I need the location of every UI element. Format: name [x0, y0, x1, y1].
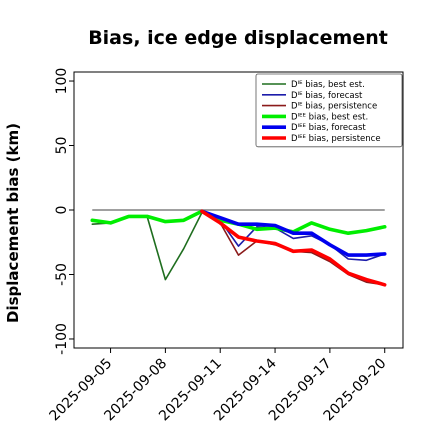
y-tick-label: 50 — [54, 137, 70, 155]
y-tick-label: -50 — [54, 263, 70, 286]
series-line-5 — [200, 209, 387, 257]
series-line-4 — [90, 209, 387, 235]
legend-box — [255, 73, 403, 148]
y-tick-label: -100 — [54, 323, 70, 355]
legend-label: Dᴵᴱ bias, best est. — [291, 80, 365, 90]
legend-label: Dᴵᴱᴱ bias, best est. — [291, 112, 368, 122]
legend-label: Dᴵᴱ bias, forecast — [291, 91, 363, 101]
y-axis-label: Displacement bias (km) — [4, 123, 22, 323]
legend-label: Dᴵᴱ bias, persistence — [291, 102, 377, 112]
chart-title: Bias, ice edge displacement — [88, 27, 388, 49]
y-tick-label: 100 — [54, 68, 70, 95]
legend: Dᴵᴱ bias, best est.Dᴵᴱ bias, forecastDᴵᴱ… — [255, 73, 403, 148]
legend-label: Dᴵᴱᴱ bias, persistence — [291, 134, 381, 144]
legend-label: Dᴵᴱᴱ bias, forecast — [291, 123, 366, 133]
plot-area — [90, 209, 387, 287]
y-tick-label: 0 — [54, 206, 70, 215]
series-line-2 — [201, 210, 386, 262]
series-line-6 — [200, 209, 387, 287]
